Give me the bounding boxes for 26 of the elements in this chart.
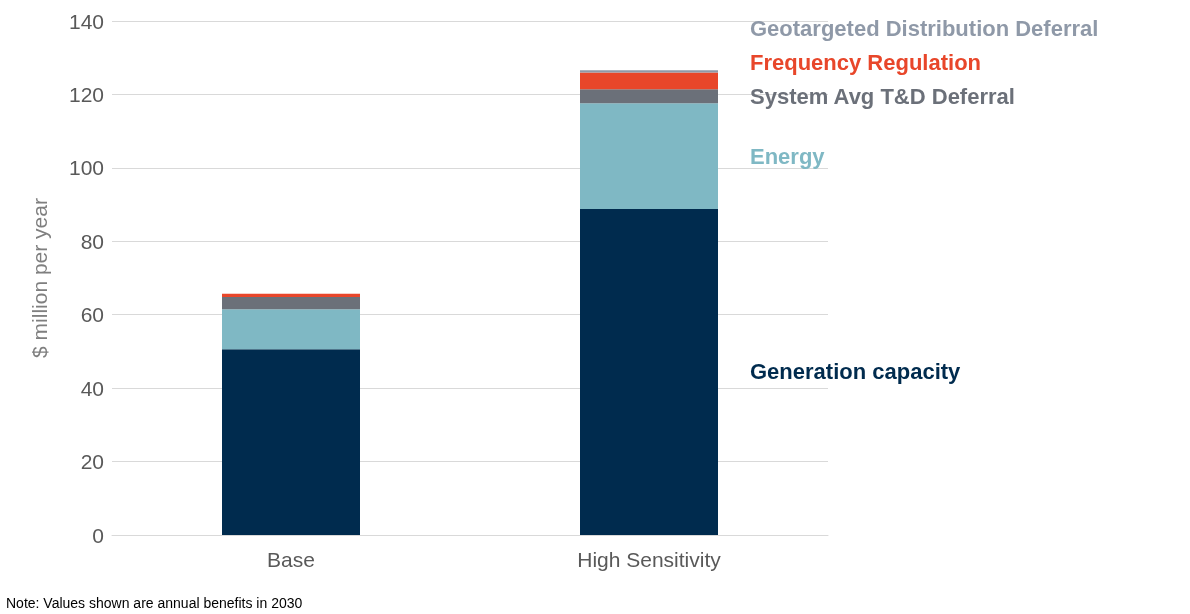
y-tick-label: 140	[68, 9, 104, 33]
x-tick-label: High Sensitivity	[577, 548, 722, 571]
bar	[222, 297, 360, 310]
x-tick-label: Base	[267, 548, 315, 571]
text: Note: Values shown are annual benefits in 2030	[6, 595, 303, 611]
y-tick-label: 80	[80, 229, 104, 253]
y-axis-title: $ million per year	[28, 198, 51, 358]
bar	[222, 309, 360, 350]
series-label: Energy	[750, 143, 826, 169]
bar	[580, 103, 718, 209]
series-label: Geotargeted Distribution Deferral	[750, 15, 1099, 41]
series-label: System Avg T&D Deferral	[750, 83, 1015, 109]
y-tick-label: 100	[68, 156, 104, 180]
y-tick-label: 120	[68, 82, 104, 106]
series-label: Generation capacity	[750, 359, 962, 385]
bar	[222, 293, 360, 298]
y-tick-label: 0	[92, 523, 104, 547]
bar	[580, 208, 718, 535]
bar	[580, 70, 718, 73]
bar	[222, 349, 360, 535]
bar	[580, 89, 718, 104]
bar	[580, 72, 718, 90]
y-tick-label: 40	[80, 376, 104, 400]
y-tick-label: 60	[80, 303, 104, 327]
y-tick-label: 20	[80, 450, 104, 474]
series-label: Frequency Regulation	[750, 49, 982, 75]
